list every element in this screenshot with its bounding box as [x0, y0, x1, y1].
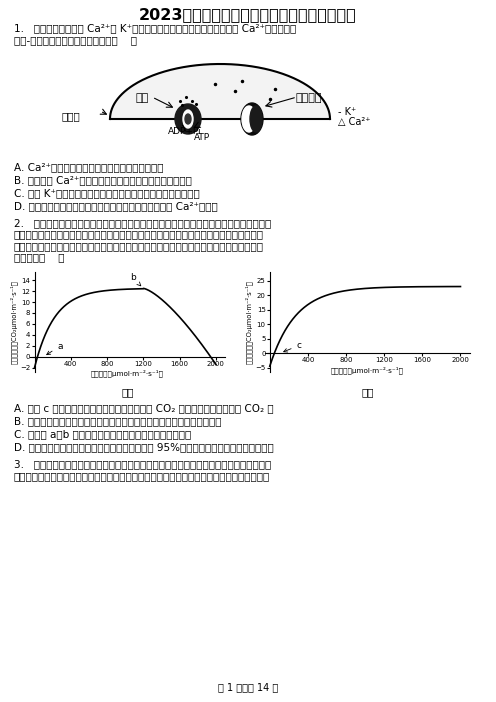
Text: 1.   机细胞上存在运输 Ca²⁺和 K⁺的转运蛋白，其中钙泵是细胞膜上参与 Ca²⁺运输的一种: 1. 机细胞上存在运输 Ca²⁺和 K⁺的转运蛋白，其中钙泵是细胞膜上参与 Ca… [14, 23, 296, 33]
Text: ADP+Pi: ADP+Pi [168, 127, 202, 136]
Ellipse shape [183, 110, 193, 128]
Text: 带间的距离、缩小株距，实现了棉花、绿豆双丰收。研究人员选取来自该地区植株冠层的棉: 带间的距离、缩小株距，实现了棉花、绿豆双丰收。研究人员选取来自该地区植株冠层的棉 [14, 230, 264, 239]
X-axis label: 光照强度（μmol·m⁻²·s⁻¹）: 光照强度（μmol·m⁻²·s⁻¹） [331, 366, 404, 373]
Text: A. 图乙 c 点时叶片单位时间内光合作用消耗的 CO₂ 量等于细胞呼吸产生的 CO₂ 量: A. 图乙 c 点时叶片单位时间内光合作用消耗的 CO₂ 量等于细胞呼吸产生的 … [14, 403, 274, 413]
Text: 第 1 页，共 14 页: 第 1 页，共 14 页 [218, 682, 278, 692]
Text: b: b [130, 273, 141, 286]
Text: - K⁺: - K⁺ [338, 107, 356, 117]
Text: 细胞腹有持续分裂的能力，因此水螅的身体处在不断更新的状态：水螅的触角和足内的分化细: 细胞腹有持续分裂的能力，因此水螅的身体处在不断更新的状态：水螅的触角和足内的分化… [14, 471, 270, 481]
Text: 错误的是（    ）: 错误的是（ ） [14, 253, 64, 263]
Text: D. 钙泵的磷酸化会导致其空间结构发生变化，进而完成 Ca²⁺的转运: D. 钙泵的磷酸化会导致其空间结构发生变化，进而完成 Ca²⁺的转运 [14, 201, 218, 211]
Text: 通道蛋白: 通道蛋白 [295, 93, 321, 103]
Text: 载体-蛋白。下列相关叙述错误的是（    ）: 载体-蛋白。下列相关叙述错误的是（ ） [14, 35, 137, 45]
Text: D. 要比较两种植物新鲜叶片中叶绿素含量，可用 95%乙醇加入适量无水碳酸钠提取色素: D. 要比较两种植物新鲜叶片中叶绿素含量，可用 95%乙醇加入适量无水碳酸钠提取… [14, 442, 274, 452]
Ellipse shape [250, 106, 262, 132]
Text: 3.   水螅是一种多细胞腔肠动物。研究表明，水螅身体的大部分由未分化的干细胞组成，干: 3. 水螅是一种多细胞腔肠动物。研究表明，水螅身体的大部分由未分化的干细胞组成，… [14, 459, 271, 469]
Y-axis label: 净光合速率（CO₂μmol·m⁻²·s⁻¹）: 净光合速率（CO₂μmol·m⁻²·s⁻¹） [245, 280, 252, 364]
Text: 图甲: 图甲 [121, 387, 134, 397]
Text: △ Ca²⁺: △ Ca²⁺ [338, 117, 371, 127]
Text: 2023年黑龙江省齐齐哈尔市高考生物二模试卷: 2023年黑龙江省齐齐哈尔市高考生物二模试卷 [139, 7, 357, 22]
Polygon shape [110, 64, 330, 119]
Text: a: a [47, 341, 62, 355]
X-axis label: 光照强度（μmol·m⁻²·s⁻¹）: 光照强度（μmol·m⁻²·s⁻¹） [91, 370, 164, 377]
Ellipse shape [241, 103, 263, 135]
Text: 图乙: 图乙 [361, 387, 374, 397]
Text: C. 运输 K⁺的通道蛋白也可将水运出胞细胞且不消耗细胞膜能量: C. 运输 K⁺的通道蛋白也可将水运出胞细胞且不消耗细胞膜能量 [14, 188, 200, 198]
Text: 细胞膜: 细胞膜 [62, 111, 81, 121]
Text: 2.   某农科站选用株型紧凑的棉花和耐阴的矮生绿豆品种间作种植，通过扩大棉花带和绿豆: 2. 某农科站选用株型紧凑的棉花和耐阴的矮生绿豆品种间作种植，通过扩大棉花带和绿… [14, 218, 271, 228]
Text: 钙泵: 钙泵 [135, 93, 148, 103]
Text: A. Ca²⁺通过钙泵泵出胞细胞的方式属于主动运输: A. Ca²⁺通过钙泵泵出胞细胞的方式属于主动运输 [14, 162, 164, 172]
Text: 花、绿豆两种叶片，分别测定不同光照条件下的净光合速率，结果如图所示。下列相关叙述: 花、绿豆两种叶片，分别测定不同光照条件下的净光合速率，结果如图所示。下列相关叙述 [14, 241, 264, 251]
Ellipse shape [242, 106, 256, 132]
Text: B. 据图推测图乙叶片最可能是绿豆的冠层叶，图甲最可能是棉花的冠层叶: B. 据图推测图乙叶片最可能是绿豆的冠层叶，图甲最可能是棉花的冠层叶 [14, 416, 222, 426]
Text: ATP: ATP [194, 133, 210, 142]
Y-axis label: 净光合速率（CO₂μmol·m⁻²·s⁻¹）: 净光合速率（CO₂μmol·m⁻²·s⁻¹） [10, 280, 17, 364]
Text: C. 图甲中 a、b 点限制叶片光合作用速率的主要因素不相同: C. 图甲中 a、b 点限制叶片光合作用速率的主要因素不相同 [14, 429, 191, 439]
Ellipse shape [175, 104, 201, 134]
Text: c: c [284, 341, 302, 352]
Text: B. 钙泵运输 Ca²⁺的过程体现了蛋白质具有运输和催化功能: B. 钙泵运输 Ca²⁺的过程体现了蛋白质具有运输和催化功能 [14, 175, 192, 185]
Ellipse shape [185, 114, 191, 124]
